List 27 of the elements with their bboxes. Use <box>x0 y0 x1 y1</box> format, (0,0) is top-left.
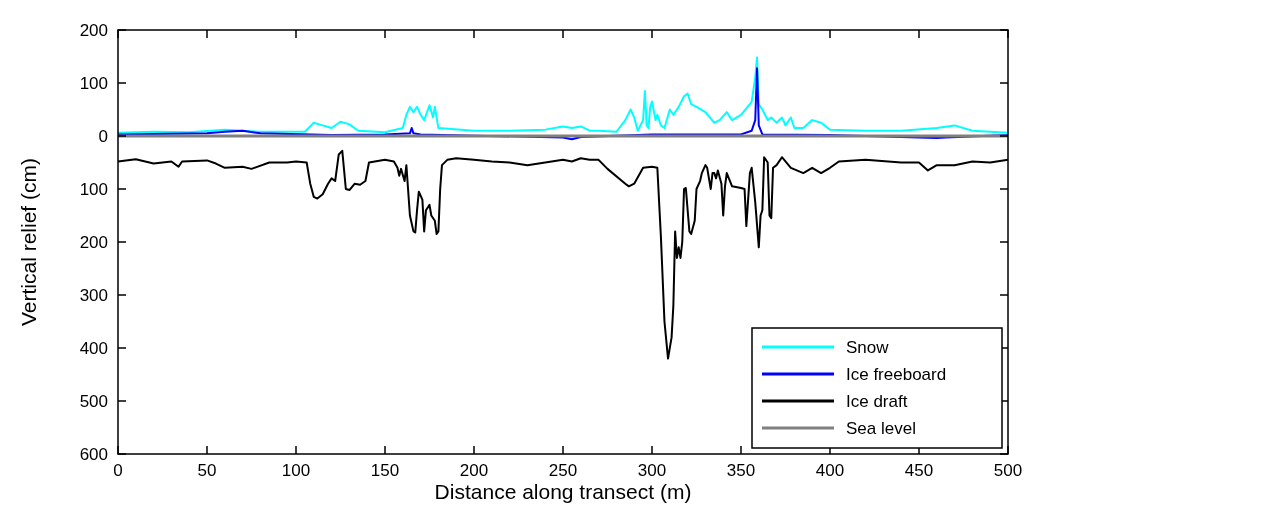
line-series <box>117 56 1009 134</box>
x-tick-label: 450 <box>904 461 934 480</box>
y-tick-label: 600 <box>79 444 108 464</box>
x-tick-label: 200 <box>459 461 489 480</box>
x-tick-label: 350 <box>726 461 756 480</box>
x-tick-label: 300 <box>637 461 667 480</box>
x-tick-label: 50 <box>197 461 217 480</box>
y-tick-label: 100 <box>79 179 108 199</box>
x-tick-label: 100 <box>281 461 311 480</box>
x-tick-label: 500 <box>993 461 1023 480</box>
legend-label: Snow <box>846 337 890 357</box>
x-tick-label: 150 <box>370 461 400 480</box>
y-tick-label: 400 <box>79 338 108 358</box>
legend-label: Ice draft <box>846 391 908 411</box>
x-axis-title: Distance along transect (m) <box>434 480 692 503</box>
y-tick-label: 100 <box>79 73 108 93</box>
y-tick-label: 300 <box>79 285 108 305</box>
legend-label: Sea level <box>846 418 916 438</box>
y-tick-label: 0 <box>98 126 108 146</box>
y-tick-label: 200 <box>79 20 108 40</box>
y-tick-label: 200 <box>79 232 108 252</box>
y-tick-label: 500 <box>79 391 108 411</box>
x-tick-label: 250 <box>548 461 578 480</box>
x-tick-label: 0 <box>113 461 123 480</box>
legend-label: Ice freeboard <box>846 364 947 384</box>
y-axis-title: Vertical relief (cm) <box>17 157 40 327</box>
x-tick-label: 400 <box>815 461 845 480</box>
